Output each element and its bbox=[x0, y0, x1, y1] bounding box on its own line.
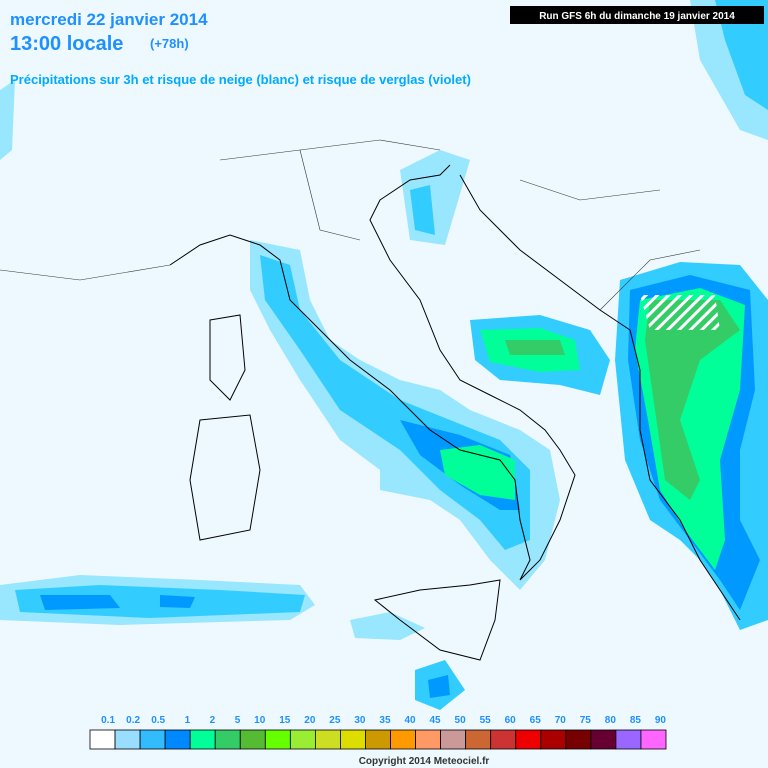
legend-swatch bbox=[89, 729, 116, 750]
legend-label: 0.5 bbox=[151, 715, 165, 726]
legend-swatch bbox=[289, 729, 316, 750]
legend-swatch bbox=[465, 729, 492, 750]
legend-swatch bbox=[490, 729, 517, 750]
sardinia bbox=[189, 414, 261, 541]
legend-swatch bbox=[540, 729, 567, 750]
legend-label: 1 bbox=[185, 715, 191, 726]
legend-swatch bbox=[615, 729, 642, 750]
balkan-coast bbox=[459, 174, 741, 621]
legend-swatch bbox=[565, 729, 592, 750]
precip-medium bbox=[410, 185, 435, 235]
borders bbox=[0, 139, 701, 311]
legend-swatch bbox=[590, 729, 617, 750]
legend-swatch bbox=[164, 729, 191, 750]
legend-swatch bbox=[640, 729, 667, 750]
legend-label: 25 bbox=[329, 715, 341, 726]
legend-swatch bbox=[390, 729, 416, 750]
legend-swatch bbox=[440, 729, 467, 750]
legend-label: 45 bbox=[429, 715, 441, 726]
legend-label: 35 bbox=[379, 715, 391, 726]
precip-light bbox=[350, 612, 425, 640]
legend-swatch bbox=[139, 729, 166, 750]
precip-medium bbox=[715, 0, 768, 110]
legend-swatch bbox=[239, 729, 266, 750]
legend-swatch bbox=[214, 729, 241, 750]
legend-label: 90 bbox=[655, 715, 667, 726]
legend-label: 10 bbox=[254, 715, 266, 726]
legend-swatch bbox=[264, 729, 291, 750]
map-subtitle: Précipitations sur 3h et risque de neige… bbox=[10, 72, 471, 87]
legend-swatch bbox=[189, 729, 216, 750]
forecast-time: 13:00 locale bbox=[10, 33, 123, 55]
legend-label: 40 bbox=[404, 715, 416, 726]
corsica bbox=[209, 314, 246, 401]
precip-heavy bbox=[160, 595, 195, 608]
run-info: Run GFS 6h du dimanche 19 janvier 2014 bbox=[539, 11, 735, 22]
precip-darkgreen bbox=[645, 300, 740, 500]
legend-swatch bbox=[340, 729, 366, 750]
precip-heavy bbox=[40, 595, 120, 610]
legend-label: 0.1 bbox=[101, 715, 115, 726]
legend-label: 0.2 bbox=[126, 715, 140, 726]
legend-label: 75 bbox=[580, 715, 592, 726]
legend-label: 70 bbox=[555, 715, 567, 726]
run-box bbox=[510, 6, 764, 24]
legend-label: 20 bbox=[304, 715, 316, 726]
legend-swatch bbox=[415, 729, 442, 750]
legend-label: 60 bbox=[505, 715, 517, 726]
legend-label: 55 bbox=[480, 715, 492, 726]
legend-swatch bbox=[515, 729, 542, 750]
legend-label: 5 bbox=[235, 715, 241, 726]
forecast-date: mercredi 22 janvier 2014 bbox=[10, 10, 208, 29]
legend-label: 80 bbox=[605, 715, 617, 726]
coastlines bbox=[0, 139, 741, 661]
legend-label: 15 bbox=[279, 715, 291, 726]
legend-swatch bbox=[365, 729, 391, 750]
forecast-lead: (+78h) bbox=[150, 36, 189, 51]
legend-label: 50 bbox=[455, 715, 467, 726]
legend-label: 2 bbox=[210, 715, 216, 726]
sicily bbox=[373, 579, 501, 661]
precip-darkgreen bbox=[505, 340, 565, 355]
copyright: Copyright 2014 Meteociel.fr bbox=[359, 756, 490, 767]
legend-swatch bbox=[314, 729, 341, 750]
precip-light bbox=[0, 80, 15, 160]
legend-label: 65 bbox=[530, 715, 542, 726]
snow-risk bbox=[640, 295, 720, 330]
precip-heavy bbox=[428, 675, 450, 698]
italy-coast bbox=[169, 164, 576, 581]
legend: 0.1 0.2 0.5 1 2 5 10 15 20 25 30 35 40 45 50 55 60 65 70 75… bbox=[89, 715, 667, 750]
legend-swatch bbox=[114, 729, 141, 750]
precipitation-areas bbox=[0, 0, 768, 710]
legend-label: 85 bbox=[630, 715, 642, 726]
legend-label: 30 bbox=[354, 715, 366, 726]
